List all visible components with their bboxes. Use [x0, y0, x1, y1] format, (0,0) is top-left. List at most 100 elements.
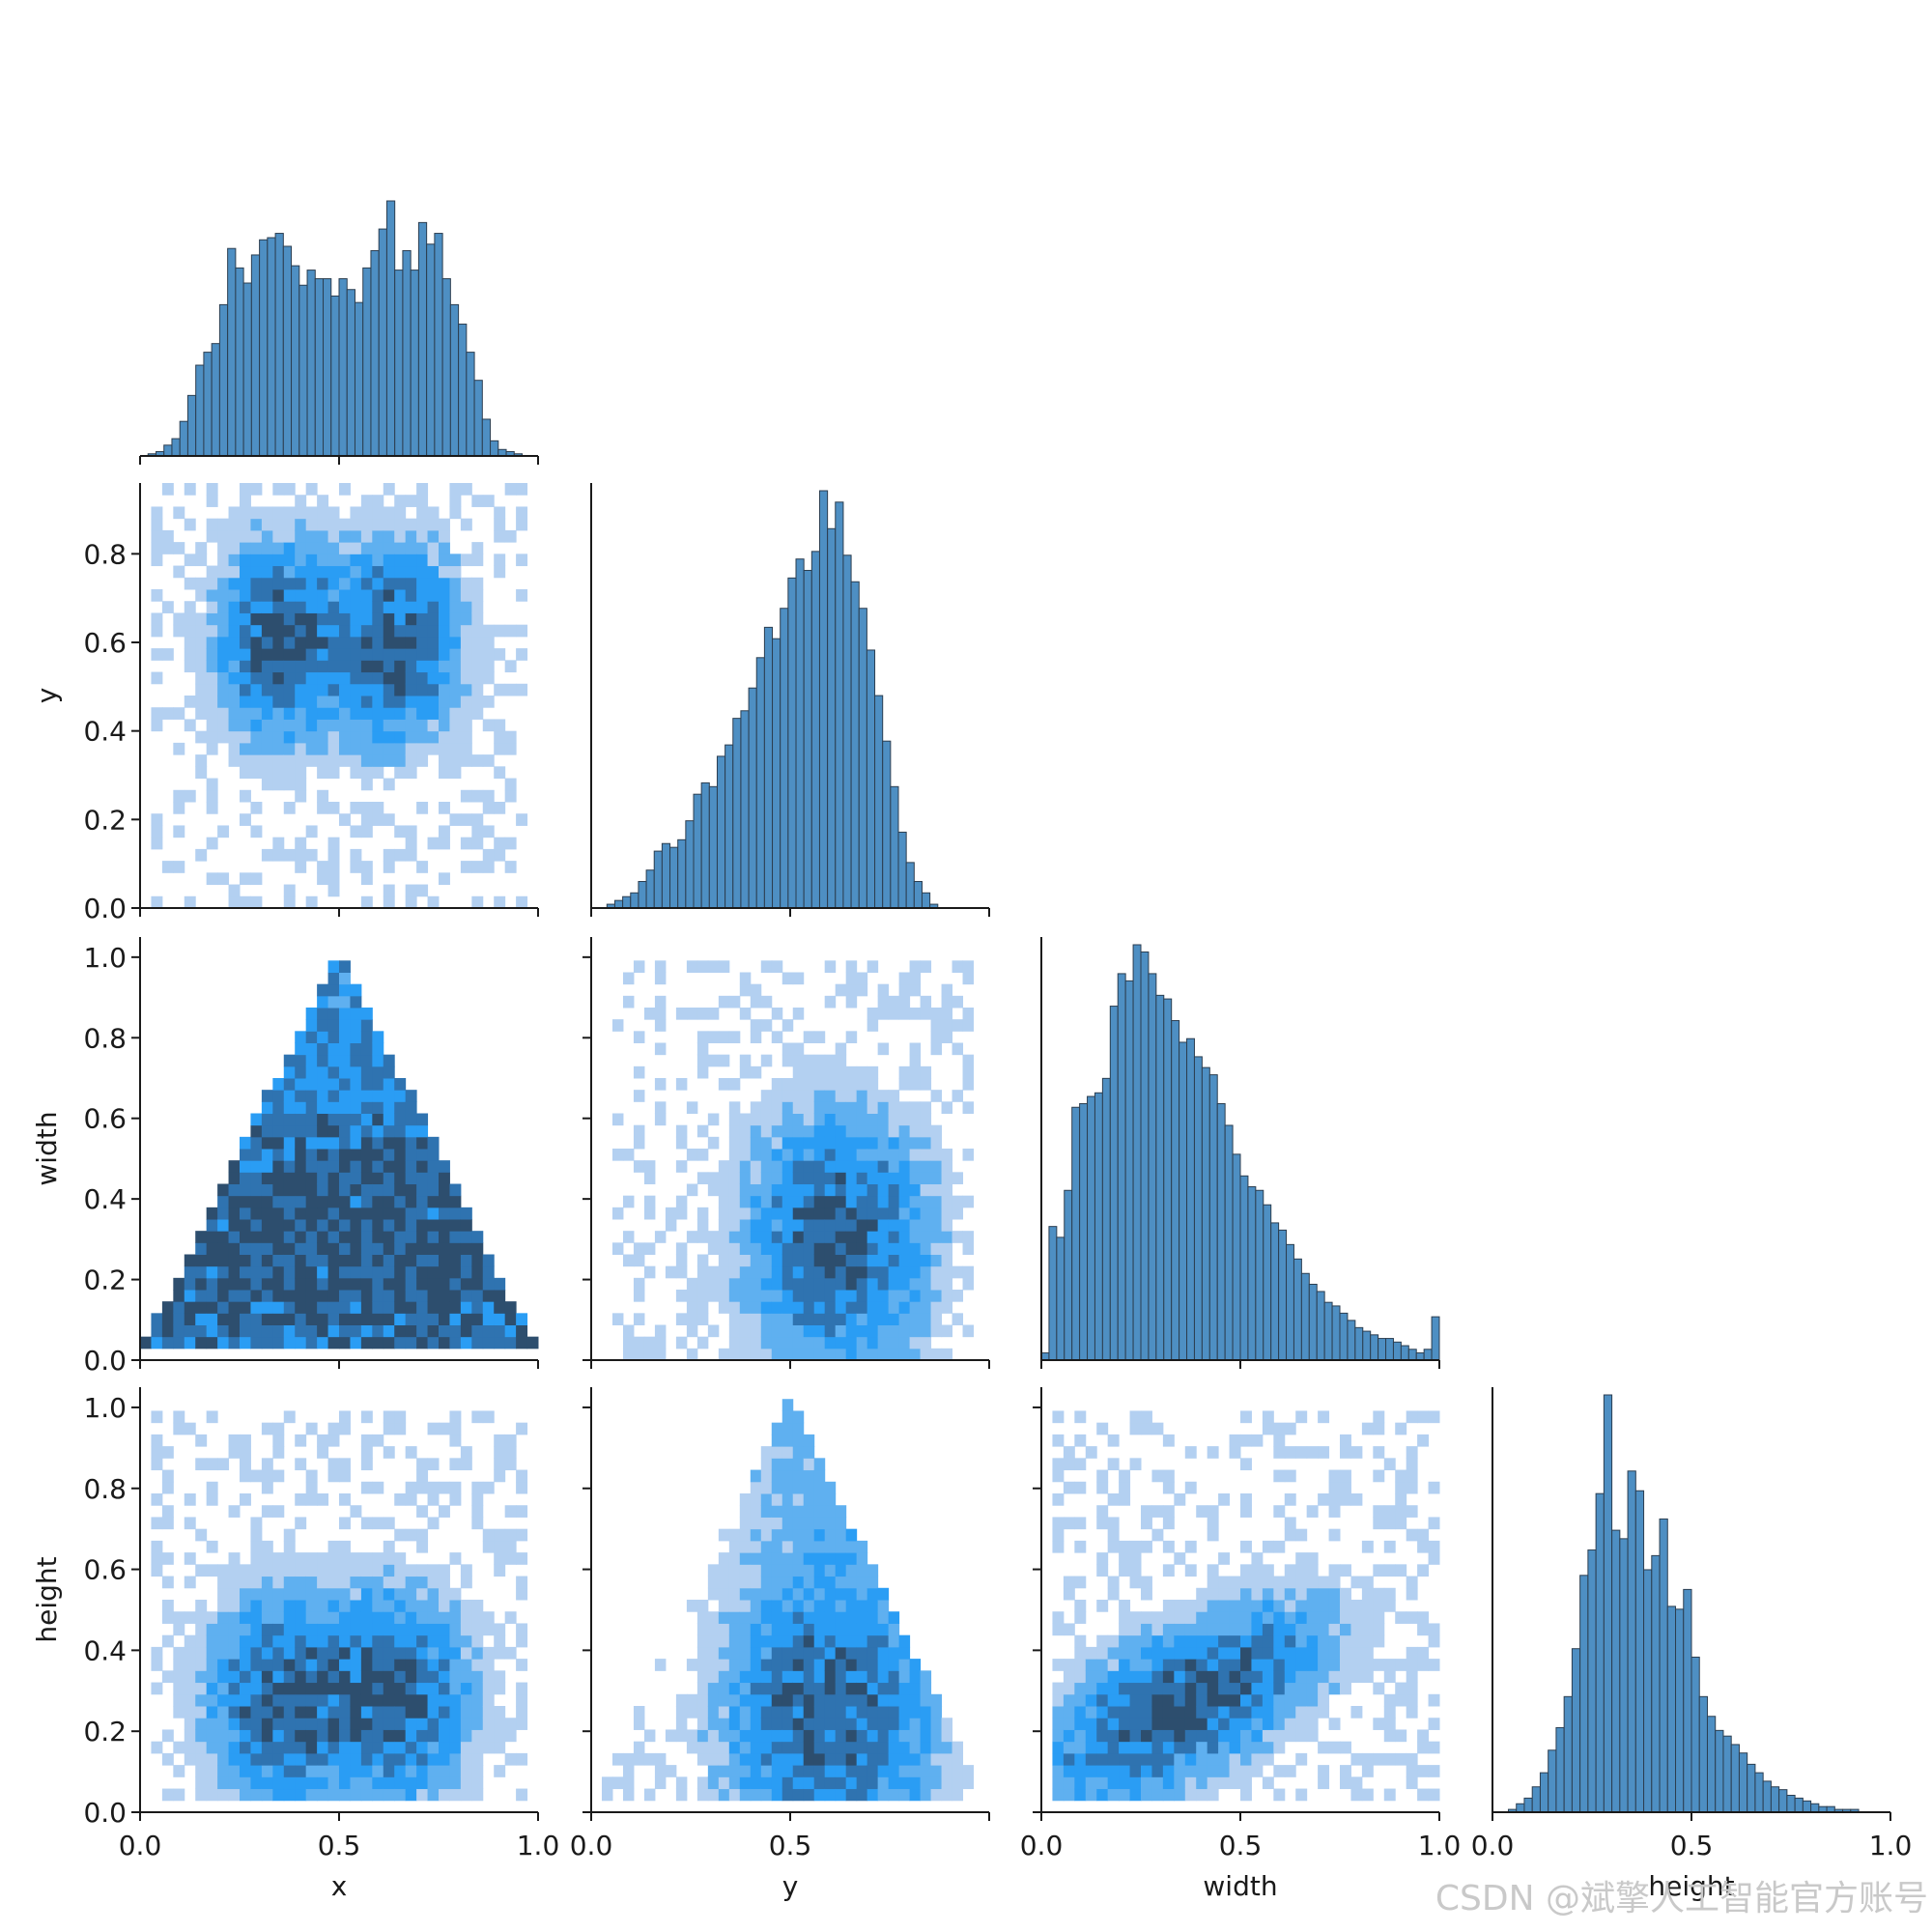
heatmap-cell — [250, 683, 263, 696]
heatmap-cell — [360, 565, 373, 579]
heatmap-cell — [272, 1301, 285, 1314]
heatmap-cell — [383, 565, 395, 579]
heatmap-cell — [643, 1729, 656, 1743]
heatmap-cell — [350, 696, 362, 708]
heatmap-cell — [317, 1600, 329, 1612]
heatmap-cell — [449, 1481, 462, 1494]
heatmap-cell — [350, 1706, 362, 1719]
heatmap-cell — [327, 1008, 340, 1020]
heatmap-cell — [305, 1646, 318, 1660]
heatmap-cell — [372, 1611, 384, 1624]
heatmap-cell — [416, 1313, 429, 1325]
heatmap-cell — [240, 612, 251, 626]
heatmap-cell — [792, 1434, 805, 1447]
heatmap-cell — [261, 542, 273, 554]
heatmap-cell — [416, 1682, 429, 1695]
heatmap-cell — [898, 1242, 911, 1255]
heatmap-cell — [173, 1659, 185, 1671]
heatmap-cell — [161, 1481, 174, 1494]
heatmap-cell — [1063, 1776, 1075, 1790]
heatmap-cell — [317, 1324, 329, 1338]
heatmap-cell — [1141, 1682, 1152, 1695]
heatmap-cell — [272, 636, 285, 649]
heatmap-cell — [792, 1564, 805, 1577]
heatmap-cell — [930, 1172, 943, 1184]
heatmap-cell — [449, 1207, 462, 1220]
heatmap-cell — [439, 696, 450, 708]
heatmap-cell — [909, 1172, 922, 1184]
heatmap-cell — [272, 1469, 285, 1483]
heatmap-cell — [317, 754, 329, 767]
heatmap-cell — [781, 1776, 794, 1790]
heatmap-cell — [261, 1090, 273, 1102]
heatmap-cell — [482, 1336, 495, 1350]
heatmap-cell — [360, 1682, 373, 1695]
heatmap-cell — [504, 1324, 517, 1338]
heatmap-cell — [272, 1729, 285, 1743]
histogram-bar — [1778, 1789, 1788, 1813]
heatmap-cell — [739, 1301, 752, 1314]
y-tick-label: 0.6 — [83, 627, 127, 659]
heatmap-cell — [718, 1183, 730, 1197]
heatmap-cell — [686, 1290, 698, 1302]
heatmap-cell — [898, 1219, 911, 1232]
heatmap-cell — [675, 1008, 688, 1020]
heatmap-cell — [792, 972, 805, 985]
heatmap-cell — [427, 1682, 440, 1695]
heatmap-cell — [217, 696, 230, 708]
heatmap-cell — [350, 983, 362, 997]
heatmap-cell — [760, 1706, 773, 1719]
heatmap-cell — [449, 1183, 462, 1197]
heatmap-cell — [1063, 1682, 1075, 1695]
heatmap-cell — [305, 1741, 318, 1754]
heatmap-cell — [1119, 1646, 1131, 1660]
heatmap-cell — [317, 518, 329, 531]
heatmap-cell — [1151, 1611, 1164, 1624]
heatmap-cell — [1174, 1600, 1186, 1612]
heatmap-cell — [372, 1324, 384, 1338]
heatmap-cell — [161, 1729, 174, 1743]
heatmap-cell — [643, 1172, 656, 1184]
heatmap-cell — [792, 1160, 805, 1173]
histogram-bar — [1286, 1243, 1294, 1361]
heatmap-cell — [427, 1183, 440, 1197]
heatmap-cell — [941, 1765, 953, 1777]
heatmap-cell — [350, 1324, 362, 1338]
heatmap-cell — [1251, 1600, 1264, 1612]
heatmap-cell — [792, 1718, 805, 1730]
heatmap-cell — [471, 1301, 484, 1314]
heatmap-cell — [195, 1634, 208, 1648]
heatmap-cell — [824, 1254, 837, 1267]
heatmap-cell — [930, 1741, 943, 1754]
heatmap-cell — [813, 1693, 826, 1707]
heatmap-cell — [460, 1231, 472, 1243]
heatmap-cell — [383, 895, 395, 909]
heatmap-cell — [1184, 1765, 1197, 1777]
heatmap-cell — [728, 1706, 741, 1719]
heatmap-cell — [405, 1623, 417, 1636]
heatmap-cell — [471, 1324, 484, 1338]
heatmap-cell — [930, 1706, 943, 1719]
heatmap-cell — [898, 1348, 911, 1361]
heatmap-cell — [217, 565, 230, 579]
heatmap-cell — [405, 1611, 417, 1624]
heatmap-cell — [360, 1718, 373, 1730]
heatmap-cell — [460, 1752, 472, 1766]
heatmap-cell — [339, 1788, 351, 1802]
heatmap-cell — [1284, 1718, 1296, 1730]
heatmap-cell — [405, 589, 417, 602]
heatmap-cell — [1318, 1611, 1330, 1624]
heatmap-cell — [327, 542, 340, 554]
heatmap-cell — [217, 1634, 230, 1648]
heatmap-cell — [339, 1646, 351, 1660]
heatmap-cell — [439, 1207, 450, 1220]
heatmap-cell — [240, 577, 251, 590]
heatmap-cell — [427, 518, 440, 531]
heatmap-cell — [1207, 1528, 1219, 1542]
heatmap-cell — [360, 1277, 373, 1291]
heatmap-width-vs-y — [611, 960, 975, 1361]
heatmap-cell — [771, 1469, 783, 1483]
heatmap-cell — [416, 1729, 429, 1743]
heatmap-cell — [909, 1149, 922, 1161]
heatmap-cell — [1373, 1446, 1385, 1459]
